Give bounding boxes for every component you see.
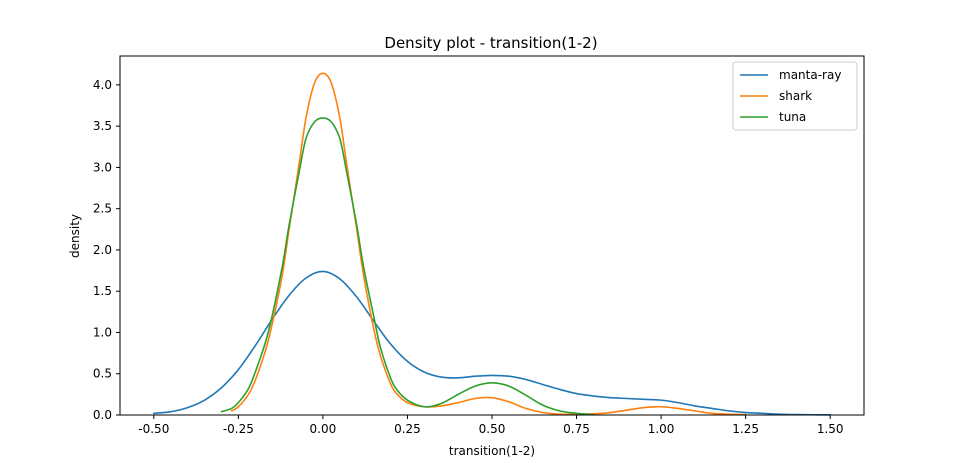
y-tick-label: 1.5 (93, 284, 112, 298)
x-tick-label: 0.25 (394, 422, 421, 436)
x-axis: -0.50 -0.25 0.00 0.25 0.50 0.75 1.00 1.25 1.50 (138, 415, 844, 436)
y-tick-label: 0.0 (93, 408, 112, 422)
x-tick-label: 1.00 (648, 422, 675, 436)
x-tick-label: 1.25 (732, 422, 759, 436)
y-tick-label: 0.5 (93, 367, 112, 381)
series-layer (153, 72, 831, 416)
series-line-manta-ray (153, 270, 831, 416)
legend-label-shark: shark (779, 89, 812, 103)
series-line-tuna (220, 117, 595, 416)
x-tick-label: 0.75 (563, 422, 590, 436)
x-tick-label: -0.50 (138, 422, 169, 436)
y-tick-label: 3.5 (93, 119, 112, 133)
y-tick-label: 4.0 (93, 78, 112, 92)
y-tick-label: 1.0 (93, 325, 112, 339)
x-tick-label: 0.00 (310, 422, 337, 436)
y-tick-label: 3.0 (93, 160, 112, 174)
legend-label-tuna: tuna (779, 110, 806, 124)
y-tick-label: 2.5 (93, 202, 112, 216)
x-axis-label: transition(1-2) (449, 444, 535, 458)
x-tick-label: 0.50 (479, 422, 506, 436)
legend: manta-ray shark tuna (732, 61, 858, 131)
legend-label-manta-ray: manta-ray (779, 68, 841, 82)
legend-box (732, 61, 858, 131)
chart-title: Density plot - transition(1-2) (384, 34, 597, 52)
y-axis-label: density (68, 214, 82, 258)
x-tick-label: -0.25 (223, 422, 254, 436)
x-tick-label: 1.50 (817, 422, 844, 436)
y-tick-label: 2.0 (93, 243, 112, 257)
y-axis: 0.0 0.5 1.0 1.5 2.0 2.5 3.0 3.5 4.0 (93, 78, 120, 422)
